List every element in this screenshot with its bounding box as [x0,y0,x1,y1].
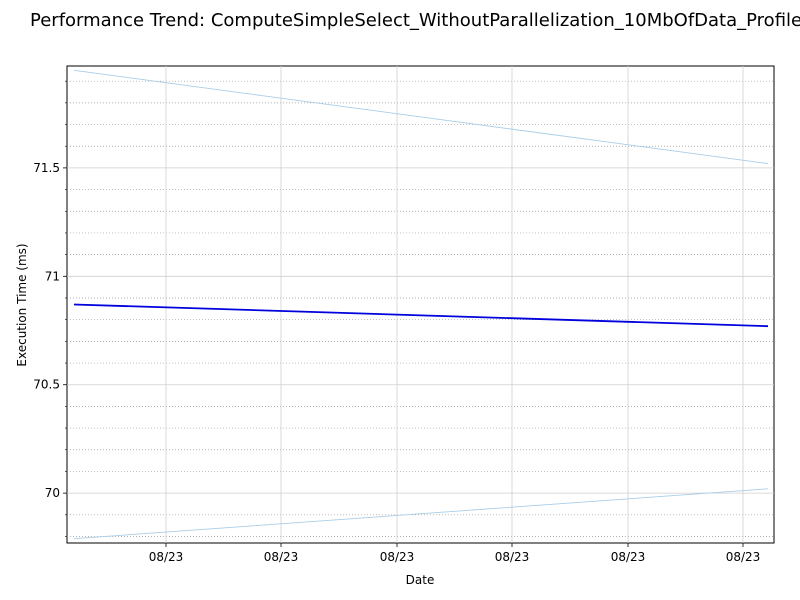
y-axis-label: Execution Time (ms) [15,243,29,366]
x-tick-label: 08/23 [495,550,530,564]
upper-band-line [73,69,769,165]
y-tick-label: 71 [45,269,60,283]
x-tick-label: 08/23 [726,550,761,564]
chart-title: Performance Trend: ComputeSimpleSelect_W… [30,10,800,31]
x-axis-label: Date [406,573,435,587]
x-tick-label: 08/23 [380,550,415,564]
plot-frame [66,65,775,544]
grid-layer [67,66,774,543]
y-tick-label: 70 [45,486,60,500]
x-tick-label: 08/23 [264,550,299,564]
y-tick-label: 71.5 [33,161,60,175]
y-axis-ticks: 70 70.5 71 71.5 [33,80,67,537]
trend-line [73,303,769,328]
y-tick-label: 70.5 [33,378,60,392]
x-tick-label: 08/23 [149,550,184,564]
series-layer [73,69,769,540]
lower-band-line [73,488,769,540]
x-tick-label: 08/23 [611,550,646,564]
x-axis-ticks: 08/23 08/23 08/23 08/23 08/23 08/23 [149,543,761,564]
